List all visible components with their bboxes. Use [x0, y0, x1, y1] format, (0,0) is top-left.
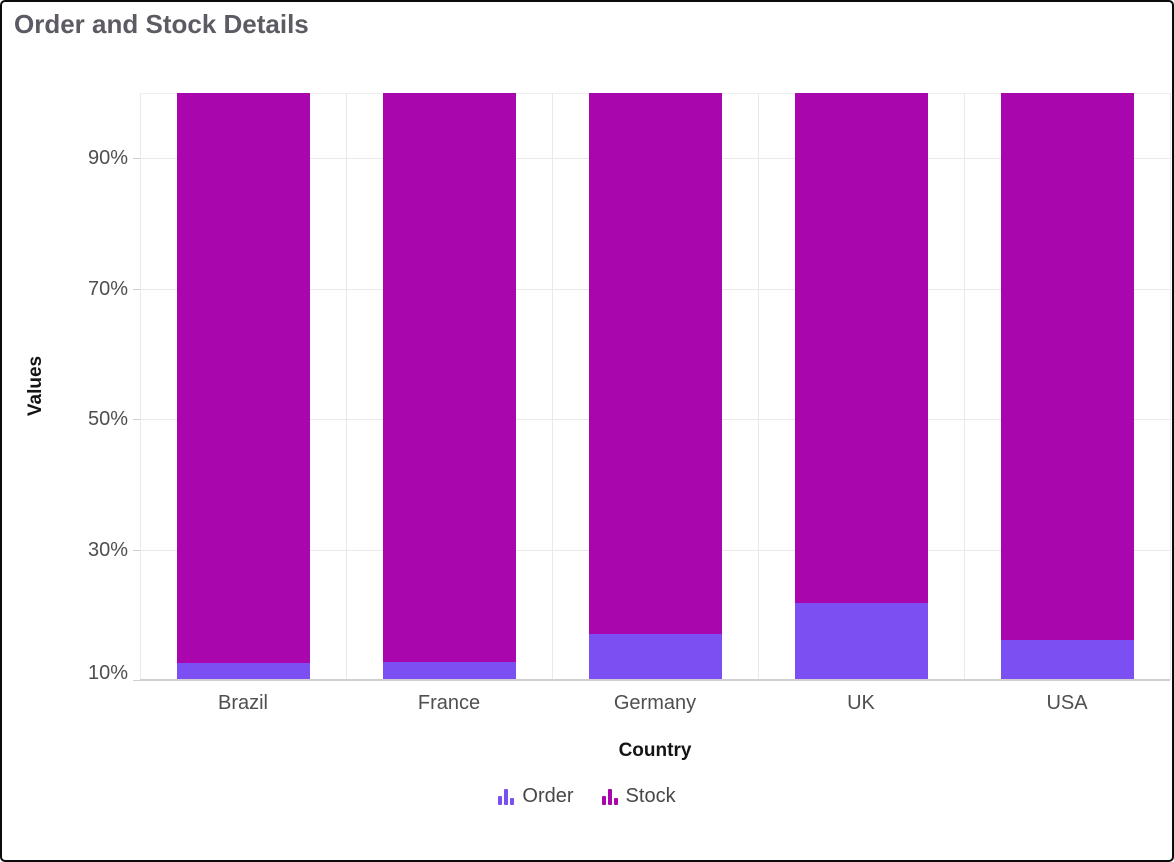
x-axis-title: Country [618, 740, 692, 761]
legend: Order Stock [0, 786, 1174, 806]
chart-title: Order and Stock Details [14, 9, 309, 39]
legend-label: Stock [625, 785, 676, 807]
bar-segment-order-germany[interactable] [588, 633, 722, 680]
vertical-gridline [346, 93, 347, 680]
bar-segment-order-brazil[interactable] [176, 663, 310, 680]
y-tick-mark [133, 158, 140, 160]
bar-segment-order-france[interactable] [382, 661, 516, 680]
bar-segment-stock-brazil[interactable] [176, 93, 310, 664]
y-tick-mark [133, 419, 140, 421]
legend-label: Order [522, 785, 574, 807]
x-axis-line [140, 679, 1170, 681]
y-tick-mark [133, 680, 140, 681]
x-category-label-france: France [417, 692, 481, 714]
y-tick-label-30: 30% [87, 538, 128, 561]
bar-segment-order-usa[interactable] [1000, 640, 1134, 680]
bar-segment-stock-germany[interactable] [588, 93, 722, 634]
legend-item-stock[interactable]: Stock [601, 785, 676, 807]
vertical-gridline [758, 93, 759, 680]
plot-area [140, 93, 1171, 681]
y-tick-mark [133, 288, 140, 290]
mini-column-chart-icon [601, 788, 619, 805]
vertical-gridline [552, 93, 553, 680]
y-tick-label-70: 70% [87, 277, 128, 300]
bar-segment-stock-uk[interactable] [794, 93, 928, 604]
bar-segment-stock-usa[interactable] [1000, 93, 1134, 641]
x-category-label-uk: UK [847, 692, 875, 714]
bar-segment-stock-france[interactable] [382, 93, 516, 662]
y-tick-label-50: 50% [87, 408, 128, 431]
y-tick-label-90: 90% [87, 147, 128, 170]
y-tick-mark [133, 549, 140, 551]
mini-column-chart-icon [498, 788, 515, 805]
vertical-gridline [140, 93, 141, 680]
y-axis-title: Values [25, 355, 46, 417]
y-tick-label-10: 10% [87, 662, 128, 684]
vertical-gridline [964, 93, 965, 680]
x-category-label-brazil: Brazil [217, 692, 269, 714]
x-category-label-germany: Germany [613, 692, 697, 714]
bar-segment-order-uk[interactable] [794, 603, 928, 680]
x-category-label-usa: USA [1046, 692, 1088, 714]
legend-item-order[interactable]: Order [498, 785, 574, 807]
vertical-gridline [1170, 93, 1171, 680]
